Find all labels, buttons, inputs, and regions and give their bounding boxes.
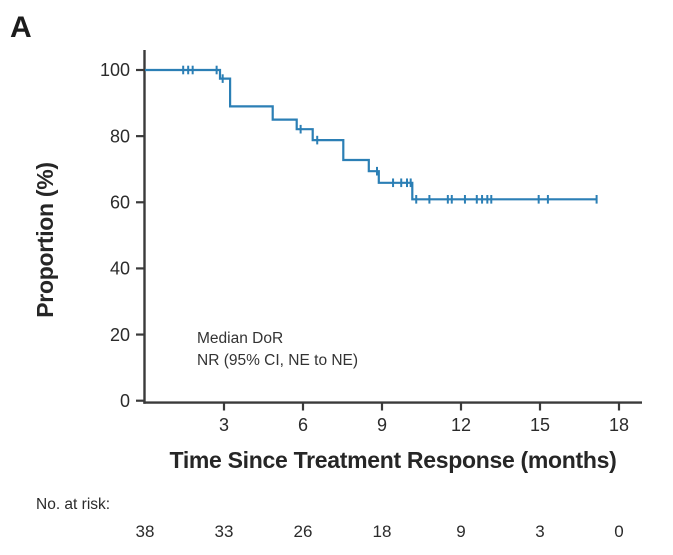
at-risk-label: No. at risk: (36, 496, 110, 513)
annotation-median-dor-label: Median DoR (197, 330, 283, 347)
x-tick-label: 15 (530, 415, 550, 435)
at-risk-count: 3 (535, 522, 544, 541)
panel-label: A (10, 11, 32, 44)
at-risk-count: 0 (614, 522, 623, 541)
km-curve (145, 68, 597, 201)
at-risk-count: 38 (136, 522, 155, 541)
y-axis-title: Proportion (%) (32, 162, 58, 318)
at-risk-count: 33 (215, 522, 234, 541)
y-tick-label: 80 (110, 126, 130, 146)
x-tick-label: 6 (298, 415, 308, 435)
x-tick-label: 9 (377, 415, 387, 435)
at-risk-count: 26 (294, 522, 313, 541)
at-risk-count: 18 (373, 522, 392, 541)
x-tick-label: 3 (219, 415, 229, 435)
y-tick-label: 40 (110, 259, 130, 279)
x-axis: 3 6 9 12 15 18 (143, 401, 642, 435)
x-tick-label: 12 (451, 415, 471, 435)
x-tick-label: 18 (609, 415, 629, 435)
y-tick-label: 0 (120, 391, 130, 411)
y-tick-label: 60 (110, 192, 130, 212)
y-axis: 0 20 40 60 80 100 (100, 50, 146, 411)
y-tick-label: 100 (100, 60, 130, 80)
y-tick-label: 20 (110, 325, 130, 345)
annotation-ci-value: NR (95% CI, NE to NE) (197, 352, 358, 369)
at-risk-count: 9 (456, 522, 465, 541)
x-axis-title: Time Since Treatment Response (months) (169, 447, 616, 473)
censor-marks (182, 65, 598, 204)
survival-step-path (145, 68, 597, 201)
at-risk-row: 38 33 26 18 9 3 0 (136, 522, 624, 541)
